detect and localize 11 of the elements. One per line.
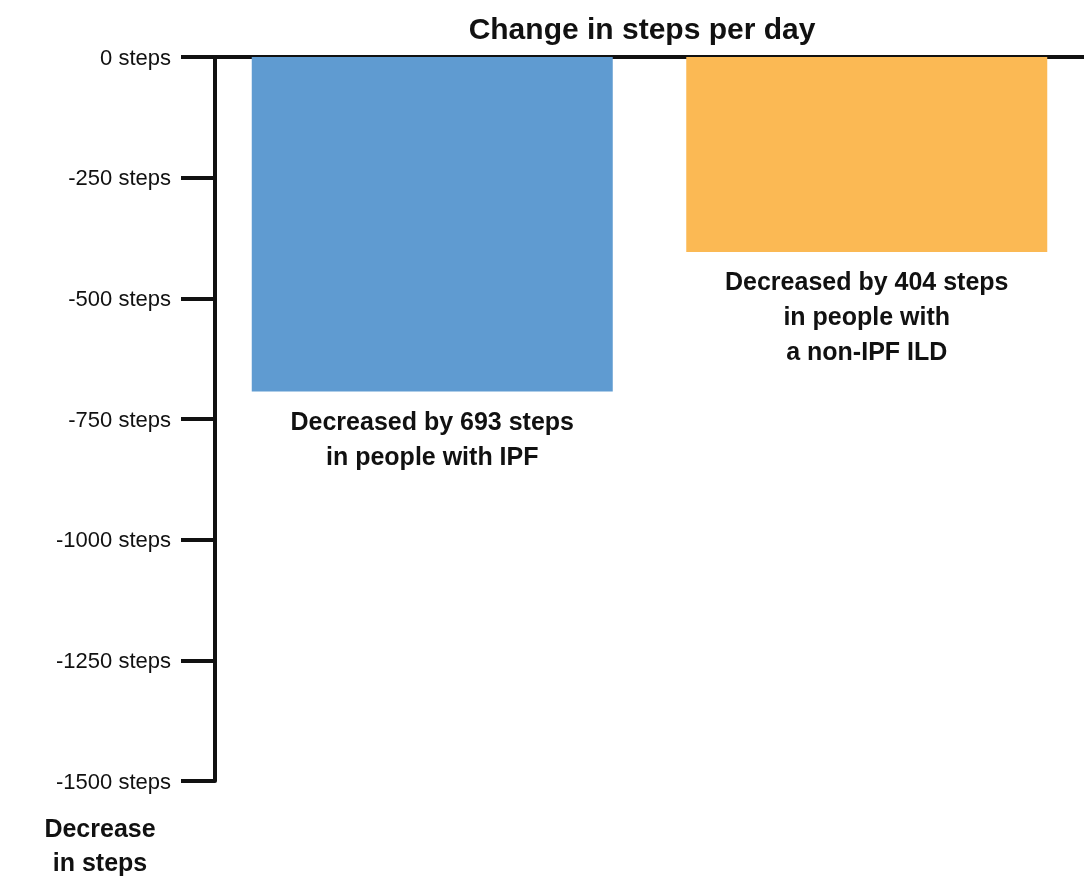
y-tick-label: -1250 steps — [56, 647, 171, 673]
y-axis-title: Decrease in steps — [44, 814, 156, 876]
data-label: Decreased by 404 steps in people with a non-IPF ILD — [724, 267, 1009, 366]
y-tick-label: -250 steps — [68, 165, 171, 191]
y-tick-label: -500 steps — [68, 285, 171, 311]
data-label: Decreased by 693 steps in people with IPF — [290, 406, 575, 470]
y-tick-label: -1000 steps — [56, 527, 171, 553]
chart-title: Change in steps per day — [468, 11, 816, 45]
y-tick-label: -750 steps — [68, 406, 171, 432]
y-tick-label: -1500 steps — [56, 768, 171, 794]
y-tick-label: 0 steps — [100, 44, 171, 70]
